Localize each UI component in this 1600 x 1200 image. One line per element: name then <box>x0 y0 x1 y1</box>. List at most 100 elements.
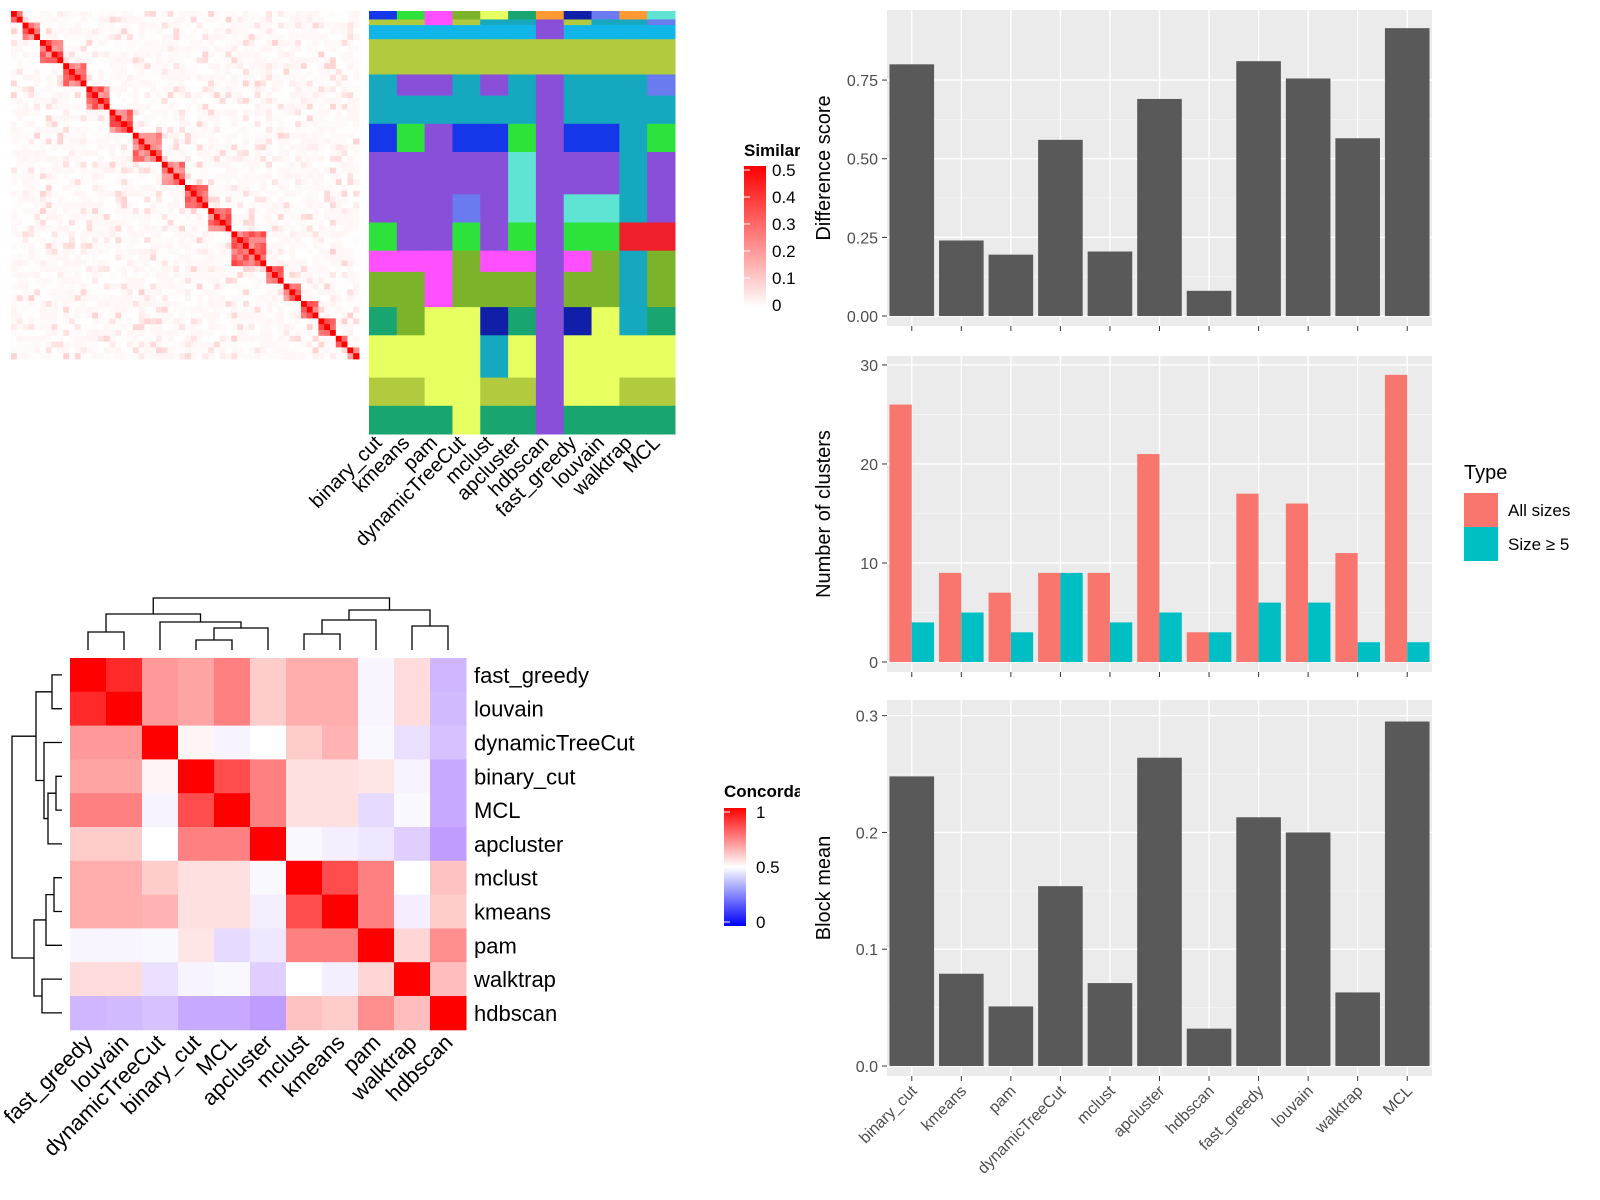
similarity-cell <box>127 295 134 302</box>
similarity-cell <box>208 22 215 29</box>
similarity-cell <box>353 214 360 221</box>
annotation-cell <box>619 194 648 223</box>
similarity-cell <box>92 127 99 134</box>
similarity-cell <box>266 80 273 87</box>
similarity-cell <box>266 92 273 99</box>
similarity-cell <box>173 28 180 35</box>
similarity-cell <box>167 11 174 18</box>
similarity-cell <box>179 138 186 145</box>
annotation-cell <box>369 307 398 336</box>
similarity-cell <box>63 16 70 23</box>
similarity-cell <box>231 289 238 296</box>
similarity-cell <box>74 202 81 209</box>
similarity-cell <box>57 254 64 261</box>
similarity-cell <box>330 312 337 319</box>
similarity-cell <box>16 231 23 238</box>
similarity-cell <box>312 103 319 110</box>
similarity-cell <box>80 121 87 128</box>
similarity-cell <box>330 179 337 186</box>
similarity-cell <box>272 260 279 267</box>
similarity-cell <box>301 185 308 192</box>
similarity-cell <box>243 103 250 110</box>
similarity-cell <box>40 237 47 244</box>
similarity-cell <box>34 150 41 157</box>
similarity-cell <box>34 127 41 134</box>
similarity-cell <box>40 144 47 151</box>
similarity-cell <box>219 121 226 128</box>
similarity-cell <box>248 306 255 313</box>
similarity-cell <box>272 11 279 18</box>
similarity-cell <box>173 150 180 157</box>
similarity-cell <box>312 16 319 23</box>
concordance-legend-tick: 0.5 <box>756 858 780 877</box>
similarity-cell <box>86 277 93 284</box>
similarity-cell <box>243 156 250 163</box>
similarity-cell <box>167 266 174 273</box>
similarity-cell <box>132 161 139 168</box>
similarity-cell <box>69 74 76 81</box>
similarity-cell <box>16 86 23 93</box>
similarity-cell <box>115 243 122 250</box>
similarity-cell <box>219 260 226 267</box>
similarity-cell <box>127 28 134 35</box>
similarity-cell <box>306 132 313 139</box>
similarity-cell <box>144 306 151 313</box>
similarity-cell <box>295 330 302 337</box>
annotation-cell <box>563 123 593 153</box>
similarity-cell <box>283 179 290 186</box>
similarity-cell <box>196 161 203 168</box>
similarity-cell <box>179 335 186 342</box>
similarity-cell <box>161 86 168 93</box>
similarity-cell <box>219 243 226 250</box>
similarity-cell <box>324 127 331 134</box>
similarity-cell <box>51 231 58 238</box>
similarity-cell <box>92 150 99 157</box>
similarity-cell <box>98 51 105 58</box>
similarity-cell <box>156 225 163 232</box>
similarity-cell <box>225 231 232 238</box>
similarity-cell <box>295 272 302 279</box>
similarity-cell <box>272 231 279 238</box>
similarity-cell <box>132 132 139 139</box>
similarity-cell <box>57 324 64 331</box>
y-tick-label: 0.0 <box>856 1059 878 1076</box>
similarity-cell <box>283 80 290 87</box>
similarity-cell <box>225 248 232 255</box>
similarity-cell <box>225 225 232 232</box>
dendrogram-branch <box>105 613 202 632</box>
similarity-cell <box>161 254 168 261</box>
similarity-cell <box>283 324 290 331</box>
similarity-cell <box>318 254 325 261</box>
concordance-cell <box>358 759 395 794</box>
concordance-cell <box>322 658 359 693</box>
similarity-cell <box>341 353 348 360</box>
similarity-cell <box>185 98 192 105</box>
similarity-cell <box>185 196 192 203</box>
similarity-cell <box>272 109 279 116</box>
similarity-cell <box>69 109 76 116</box>
similarity-cell <box>144 34 151 41</box>
similarity-annotation-columns <box>369 11 676 435</box>
concordance-row-label: dynamicTreeCut <box>474 731 635 756</box>
similarity-cell <box>173 330 180 337</box>
similarity-cell <box>283 295 290 302</box>
similarity-cell <box>103 202 110 209</box>
similarity-cell <box>196 237 203 244</box>
similarity-cell <box>161 57 168 64</box>
similarity-cell <box>132 57 139 64</box>
similarity-cell <box>69 132 76 139</box>
concordance-cell <box>286 996 323 1031</box>
similarity-cell <box>144 86 151 93</box>
similarity-cell <box>301 190 308 197</box>
similarity-cell <box>98 295 105 302</box>
similarity-cell <box>260 196 267 203</box>
similarity-cell <box>335 260 342 267</box>
similarity-legend-tick: 0.4 <box>772 188 796 207</box>
similarity-cell <box>243 179 250 186</box>
similarity-cell <box>22 341 29 348</box>
similarity-cell <box>347 115 354 122</box>
bar <box>1335 992 1380 1066</box>
similarity-cell <box>237 92 244 99</box>
similarity-cell <box>295 161 302 168</box>
similarity-cell <box>301 45 308 52</box>
